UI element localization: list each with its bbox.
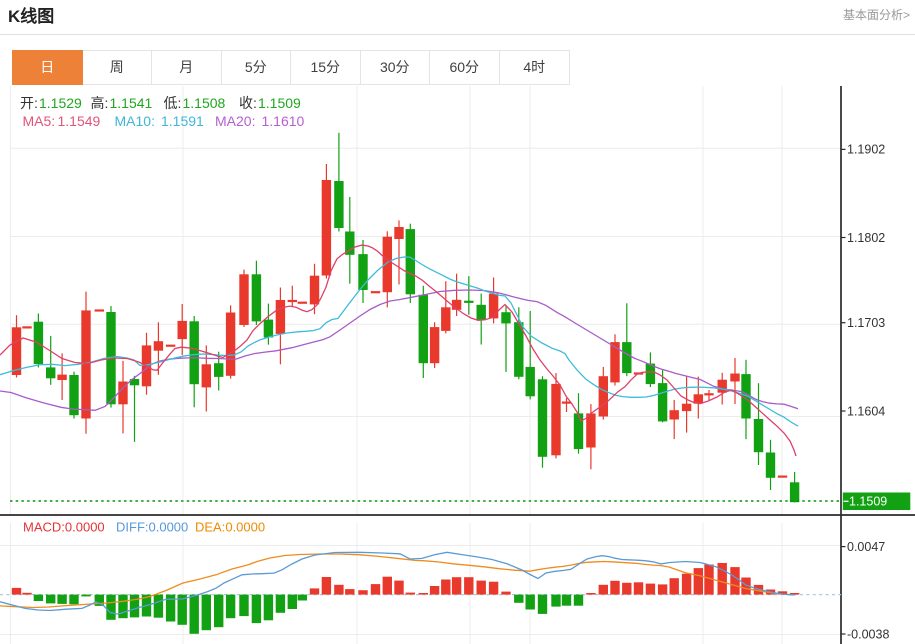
- svg-text:1.1604: 1.1604: [847, 404, 885, 418]
- svg-text:1.1703: 1.1703: [847, 316, 885, 330]
- svg-text:-0.0038: -0.0038: [847, 627, 889, 641]
- svg-text:0.0047: 0.0047: [847, 540, 885, 554]
- svg-text:1.1902: 1.1902: [847, 143, 885, 157]
- svg-text:1.1802: 1.1802: [847, 231, 885, 245]
- svg-text:1.1509: 1.1509: [849, 495, 887, 509]
